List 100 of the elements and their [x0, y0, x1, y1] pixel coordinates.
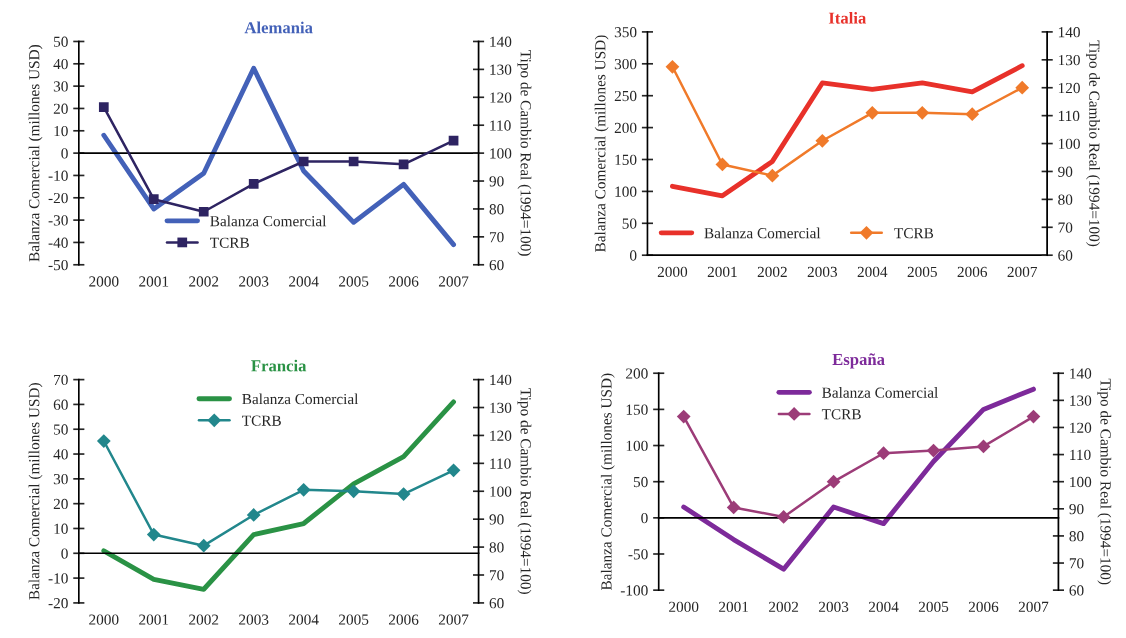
y2-axis-title: Tipo de Cambio Real (1994=100) [1086, 40, 1100, 247]
y-tick-label: 0 [641, 512, 648, 524]
y2-tick-label: 90 [1069, 503, 1084, 515]
point [965, 107, 980, 122]
y-tick-label: -40 [48, 237, 68, 248]
point [296, 482, 311, 497]
point [1015, 80, 1030, 95]
y-tick-label: 150 [615, 154, 637, 165]
y2-tick-label: 110 [490, 120, 511, 131]
point [346, 484, 361, 499]
y-tick-label: 40 [53, 58, 68, 70]
point [146, 527, 161, 542]
y-tick-label: -10 [48, 170, 68, 181]
y-tick-label: -30 [48, 215, 68, 226]
y-tick-label: 60 [53, 399, 68, 410]
y2-tick-label: 70 [1058, 222, 1073, 233]
point [246, 508, 261, 522]
point [248, 178, 259, 189]
y-axis-title: Balanza Comercial (millones USD) [28, 383, 43, 600]
y-tick-label: -20 [48, 598, 68, 609]
y2-tick-label: 60 [1058, 250, 1073, 261]
y-axis-title: Balanza Comercial (millones USD) [594, 35, 609, 252]
y2-tick-label: 60 [489, 259, 504, 271]
y-tick-label: 50 [622, 218, 637, 229]
x-tick-label: 2001 [719, 601, 749, 613]
y2-tick-label: 120 [490, 92, 512, 103]
x-tick-label: 2005 [907, 266, 937, 278]
point [298, 156, 309, 167]
y-tick-label: 70 [54, 374, 68, 386]
chart-title: España [832, 353, 885, 369]
legend-label: TCRB [210, 237, 249, 248]
y2-tick-label: 100 [1070, 476, 1092, 488]
y-tick-label: 0 [61, 148, 68, 159]
legend-label: Balanza Comercial [242, 393, 359, 405]
point [665, 59, 680, 74]
y2-tick-label: 90 [489, 514, 504, 525]
y2-tick-label: 100 [490, 148, 512, 159]
y-tick-label: -50 [628, 549, 648, 560]
line-series [101, 65, 456, 248]
y2-tick-label: 130 [490, 402, 512, 413]
y-tick-label: -10 [48, 573, 68, 584]
y-tick-label: 30 [53, 81, 68, 92]
y2-tick-label: 70 [1069, 558, 1084, 569]
y2-tick-label: 140 [1058, 27, 1080, 38]
y-tick-label: 10 [54, 125, 68, 137]
legend-label: TCRB [242, 415, 281, 426]
x-tick-label: 2003 [239, 276, 269, 287]
y2-tick-label: 80 [1069, 531, 1084, 542]
y2-tick-label: 130 [490, 64, 512, 75]
y-tick-label: -20 [48, 192, 68, 204]
point [398, 159, 409, 170]
point [876, 446, 891, 461]
y-axis-title: Balanza Comercial (millones USD) [600, 373, 615, 591]
point [446, 463, 461, 478]
x-tick-label: 2002 [757, 266, 787, 278]
y2-tick-label: 140 [490, 36, 512, 47]
legend-label: Balanza Comercial [210, 215, 327, 227]
x-tick-label: 2005 [918, 601, 949, 613]
x-tick-label: 2005 [339, 614, 369, 625]
x-tick-label: 2002 [769, 601, 799, 613]
point [148, 194, 159, 205]
legend-label: TCRB [894, 228, 934, 239]
y2-tick-label: 90 [489, 176, 504, 187]
x-tick-label: 2001 [139, 276, 169, 287]
y-tick-label: 200 [626, 368, 648, 379]
y2-tick-label: 70 [489, 570, 504, 581]
chart-title: Italia [828, 12, 867, 24]
point [865, 105, 880, 120]
y-tick-label: 20 [53, 498, 68, 510]
y2-tick-label: 120 [1070, 422, 1092, 433]
x-tick-label: 2001 [707, 266, 737, 278]
y-tick-label: 0 [629, 250, 637, 261]
y-tick-label: 250 [614, 90, 637, 102]
y-tick-label: 100 [626, 440, 648, 451]
y2-tick-label: 120 [490, 430, 512, 441]
x-tick-label: 2004 [868, 601, 899, 613]
y2-tick-label: 110 [1058, 110, 1080, 122]
point [1026, 409, 1041, 424]
line-series [681, 386, 1036, 572]
y-tick-label: 40 [53, 449, 68, 460]
point [98, 102, 109, 112]
x-tick-label: 2002 [189, 276, 219, 287]
x-tick-label: 2000 [89, 614, 119, 625]
y2-axis-title: Tipo de Cambio Real (1994=100) [517, 50, 532, 256]
y2-tick-label: 100 [490, 486, 512, 497]
x-tick-label: 2000 [669, 601, 699, 613]
y-tick-label: 100 [615, 186, 637, 197]
point [96, 434, 111, 448]
y2-tick-label: 110 [490, 458, 511, 469]
point [815, 133, 830, 148]
x-tick-label: 2007 [1007, 266, 1038, 278]
y2-tick-label: 60 [489, 598, 504, 609]
point [396, 487, 411, 501]
x-tick-label: 2000 [657, 266, 688, 278]
y-axis-title: Balanza Comercial (millones USD) [28, 44, 43, 262]
y2-axis-title: Tipo de Cambio Real (1994=100) [517, 388, 532, 594]
point [776, 510, 791, 524]
point [198, 206, 209, 217]
x-tick-label: 2001 [139, 614, 169, 625]
y2-tick-label: 130 [1070, 395, 1092, 406]
